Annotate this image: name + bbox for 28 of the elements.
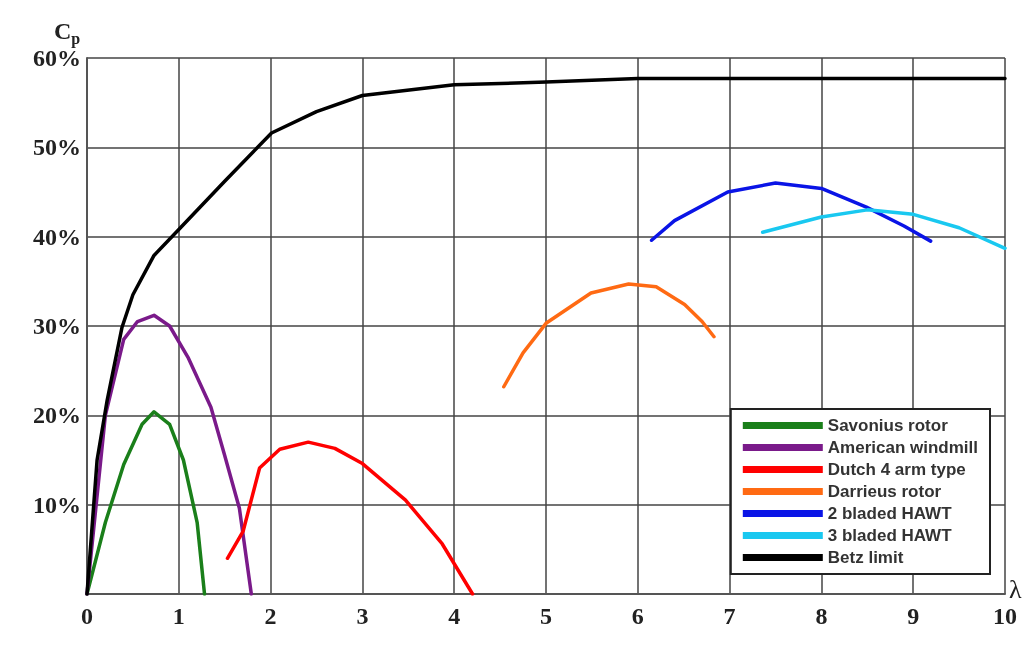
line-series bbox=[760, 208, 1007, 251]
y-tick-label: 20% bbox=[33, 402, 81, 429]
line-series bbox=[649, 181, 933, 243]
y-tick-label: 40% bbox=[33, 223, 81, 250]
y-tick-label: 30% bbox=[33, 313, 81, 339]
legend-label: Betz limit bbox=[827, 548, 904, 567]
legend-label: 2 bladed HAWT bbox=[827, 504, 953, 523]
y-tick-label: 10% bbox=[33, 491, 81, 518]
legend-label: 3 bladed HAWT bbox=[827, 526, 953, 545]
x-tick-label: 9 bbox=[907, 603, 920, 629]
x-tick-label: 1 bbox=[172, 603, 185, 629]
x-tick-label: 7 bbox=[723, 603, 736, 629]
line-series bbox=[502, 282, 716, 389]
x-tick-label: 5 bbox=[540, 603, 552, 629]
x-tick-label: 0 bbox=[81, 603, 93, 629]
legend-label: American windmill bbox=[827, 438, 978, 457]
legend-label: Savonius rotor bbox=[827, 416, 949, 435]
x-tick-label: 8 bbox=[815, 603, 828, 629]
y-tick-label: 50% bbox=[33, 134, 81, 161]
legend-label: Dutch 4 arm type bbox=[827, 460, 966, 479]
x-axis-title: λ bbox=[1009, 574, 1022, 604]
x-tick-label: 6 bbox=[631, 603, 644, 629]
line-series bbox=[225, 440, 475, 596]
legend-label: Darrieus rotor bbox=[827, 482, 942, 501]
x-tick-label: 4 bbox=[448, 603, 461, 629]
x-tick-label: 3 bbox=[356, 603, 369, 629]
x-tick-label: 2 bbox=[264, 603, 277, 629]
x-tick-label: 10 bbox=[993, 603, 1017, 629]
